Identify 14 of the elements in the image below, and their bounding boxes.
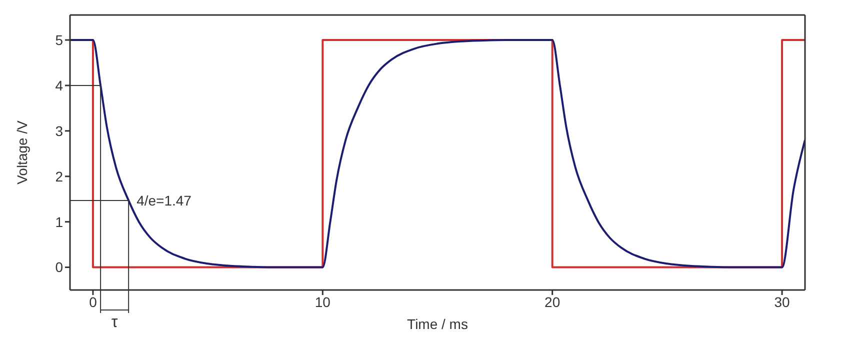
annotation: τ: [111, 314, 118, 331]
y-tick-label: 3: [55, 122, 64, 139]
y-tick-label: 0: [55, 259, 64, 276]
y-tick-label: 5: [55, 32, 64, 48]
x-tick-label: 20: [544, 294, 560, 310]
x-tick-label: 30: [774, 294, 790, 310]
x-tick-label: 10: [314, 294, 331, 310]
x-tick-label: 0: [89, 294, 98, 310]
y-tick-label: 1: [55, 214, 64, 230]
y-tick-label: 4: [55, 77, 64, 94]
y-tick-label: 2: [55, 168, 64, 184]
x-axis-title: Time / ms: [407, 316, 468, 332]
y-axis-title: Voltage /V: [14, 120, 30, 184]
annotation: 4/e=1.47: [136, 192, 192, 208]
